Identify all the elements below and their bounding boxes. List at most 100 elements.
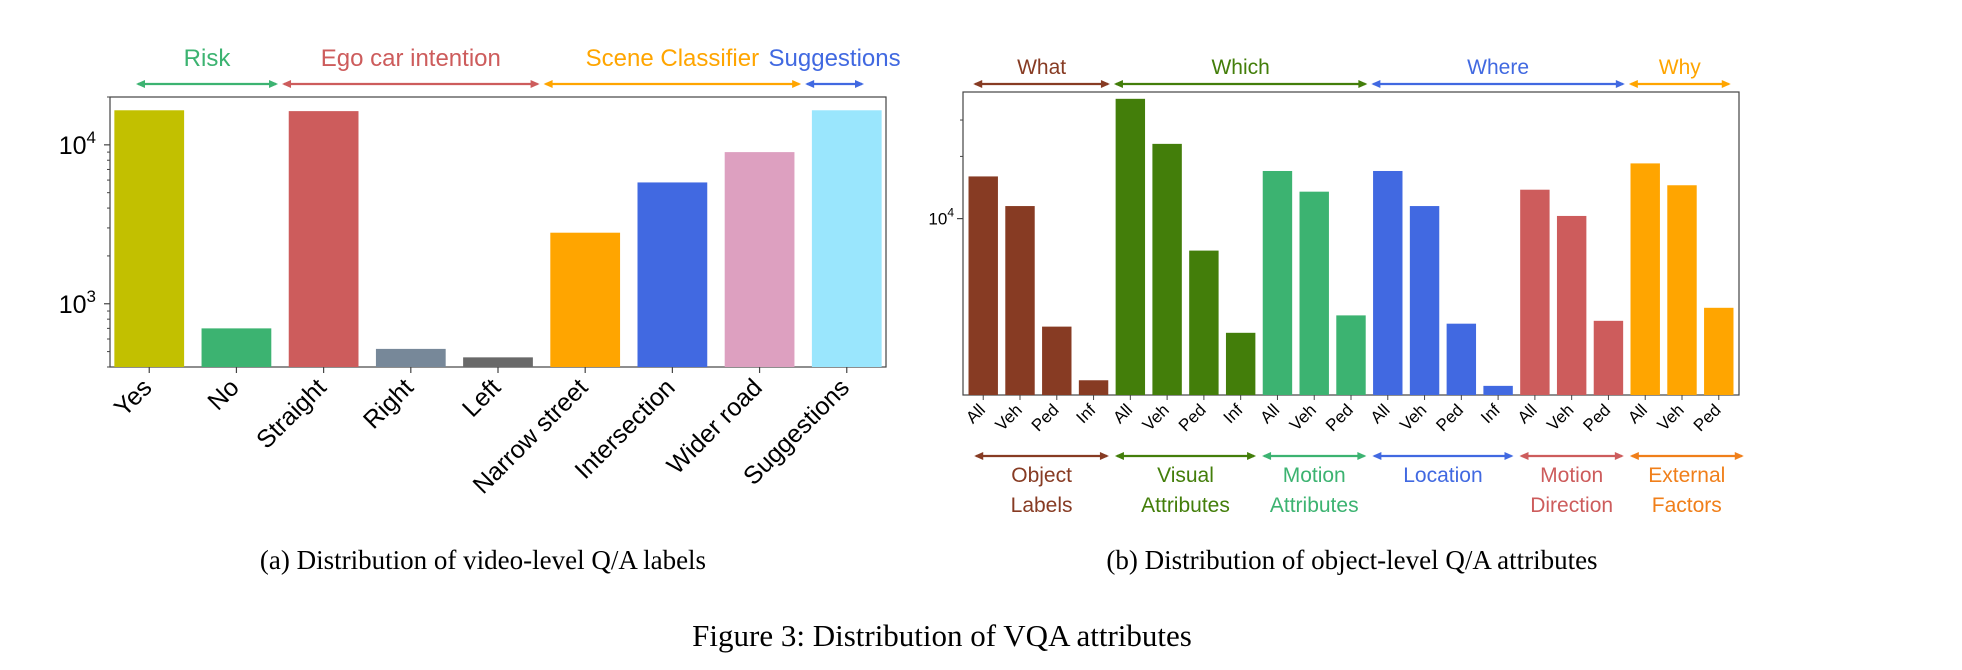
y-tick-exponent: 3 — [87, 287, 96, 306]
bottom-group-arrow-head-left — [1629, 452, 1639, 460]
bar — [1446, 323, 1477, 395]
x-tick-label: All — [1109, 400, 1136, 427]
x-tick-label: Inf — [1220, 400, 1247, 427]
top-group-arrow-head-right — [1100, 80, 1110, 88]
bar — [1115, 98, 1146, 396]
bar — [724, 152, 795, 367]
top-group-label: Which — [1211, 56, 1269, 79]
bar — [1042, 326, 1072, 395]
panel-a-caption: (a) Distribution of video-level Q/A labe… — [260, 545, 706, 575]
bar — [463, 357, 533, 367]
top-group-label: Why — [1659, 56, 1702, 79]
bar — [114, 110, 185, 367]
x-tick-label: No — [202, 373, 244, 415]
top-group-arrow-head-right — [1358, 80, 1368, 88]
x-tick-label: All — [1256, 400, 1283, 427]
group-label: Suggestions — [769, 45, 901, 72]
x-tick-label: Veh — [992, 400, 1026, 434]
x-tick-label: Ped — [1322, 400, 1357, 435]
x-tick-label: Yes — [109, 373, 158, 422]
x-tick-label: Inf — [1073, 400, 1100, 427]
group-arrow-head-left — [805, 80, 815, 88]
x-tick-label: All — [1624, 400, 1651, 427]
bar — [1667, 185, 1697, 395]
group-arrow — [282, 80, 540, 88]
chart-object-level: What Which Where Why 104 All Veh Ped Inf All Veh… — [928, 56, 1744, 575]
bar — [1593, 320, 1624, 395]
bar — [1556, 215, 1587, 395]
bar — [1005, 206, 1035, 395]
bottom-group-label: Direction — [1530, 494, 1613, 517]
bar — [1409, 206, 1440, 395]
bottom-group-label: Object — [1011, 464, 1072, 487]
bottom-group-label: External — [1648, 464, 1725, 487]
bottom-group-label: Labels — [1011, 494, 1073, 517]
chart-video-level: Risk Ego car intention Scene Classifier Sug… — [59, 45, 901, 575]
y-tick-base: 10 — [59, 291, 87, 319]
x-tick-label: Veh — [1654, 400, 1688, 434]
x-tick-label: Inf — [1477, 400, 1504, 427]
bar — [1483, 385, 1513, 395]
bar — [1078, 380, 1109, 395]
bottom-group-arrow — [1372, 452, 1514, 460]
x-tick-label: Left — [457, 373, 506, 422]
bar — [1336, 315, 1366, 395]
bar — [288, 111, 359, 367]
top-group-arrow-head-right — [1615, 80, 1625, 88]
bottom-group-label: Motion — [1283, 464, 1346, 487]
y-tick-label: 104 — [59, 128, 96, 160]
group-arrow-head-right — [792, 80, 802, 88]
bottom-group-label: Attributes — [1141, 494, 1230, 517]
top-group-arrow — [1628, 80, 1731, 88]
bottom-group-arrow — [1629, 452, 1744, 460]
bar — [1373, 170, 1403, 395]
x-tick-label: Veh — [1543, 400, 1577, 434]
bottom-group-label: Attributes — [1270, 494, 1359, 517]
y-tick-exponent: 4 — [947, 206, 954, 220]
top-group-arrow-head-left — [973, 80, 983, 88]
bottom-group-arrow — [1114, 452, 1257, 460]
y-tick-label: 103 — [59, 287, 96, 319]
group-arrow — [805, 80, 864, 88]
bar — [1262, 170, 1293, 395]
group-arrow-head-right — [855, 80, 864, 88]
group-arrow — [136, 80, 279, 88]
y-tick-base: 10 — [928, 210, 947, 229]
group-arrow-head-left — [282, 80, 292, 88]
bottom-group-arrow-head-left — [1114, 452, 1124, 460]
bar — [637, 182, 708, 367]
bottom-group-label: Factors — [1652, 494, 1722, 517]
bar — [1152, 143, 1182, 395]
top-group-arrow — [1371, 80, 1625, 88]
top-group-arrow-head-left — [1113, 80, 1123, 88]
bottom-group-arrow-head-left — [974, 452, 984, 460]
group-arrow — [543, 80, 802, 88]
group-label: Risk — [184, 45, 232, 72]
bar — [201, 328, 272, 367]
x-tick-label: Ped — [1690, 400, 1725, 435]
x-tick-label: Veh — [1286, 400, 1320, 434]
bottom-group-arrow — [974, 452, 1109, 460]
x-tick-label: All — [1514, 400, 1541, 427]
x-tick-label: Right — [358, 373, 419, 434]
group-label: Scene Classifier — [586, 45, 759, 72]
bottom-group-arrow-head-right — [1247, 452, 1257, 460]
top-group-arrow-head-right — [1721, 80, 1731, 88]
top-group-arrow — [1113, 80, 1368, 88]
x-tick-label: Veh — [1396, 400, 1430, 434]
top-group-arrow-head-left — [1371, 80, 1381, 88]
group-label: Ego car intention — [321, 45, 501, 72]
top-group-label: What — [1017, 56, 1066, 79]
bar — [1225, 332, 1256, 395]
group-arrow-head-right — [269, 80, 279, 88]
bottom-group-label: Motion — [1540, 464, 1603, 487]
panel-b-caption: (b) Distribution of object-level Q/A att… — [1106, 545, 1597, 575]
x-tick-label: Ped — [1028, 400, 1063, 435]
bottom-group-label: Visual — [1157, 464, 1214, 487]
group-arrow-head-left — [136, 80, 145, 88]
bar — [1189, 250, 1219, 395]
bar — [375, 348, 446, 367]
x-tick-label: Veh — [1139, 400, 1173, 434]
y-tick-base: 10 — [59, 132, 87, 160]
top-group-arrow — [973, 80, 1110, 88]
